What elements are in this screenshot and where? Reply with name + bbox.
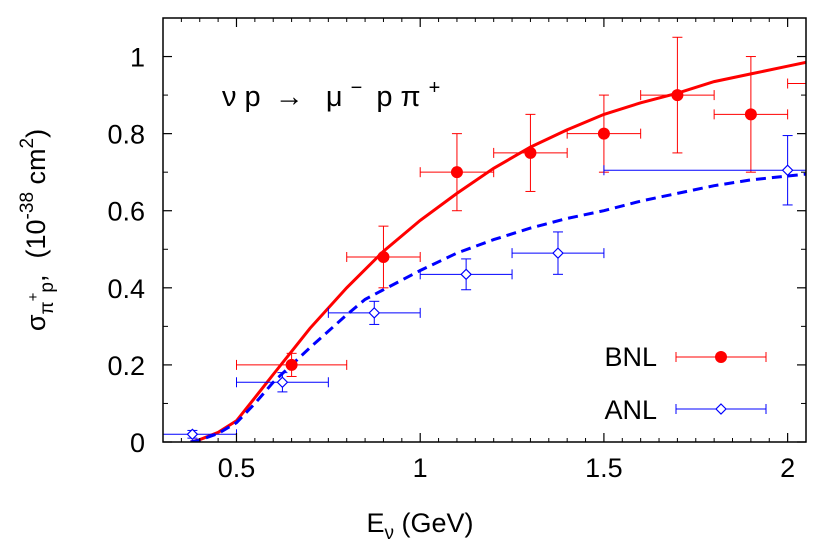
reaction-minus-sup: − <box>351 77 363 99</box>
x-axis-label: Eν (GeV) <box>366 508 473 544</box>
y-axis-label: σπ+p, (10-38 cm2) <box>17 129 58 331</box>
y-axis-label-sub-pi: π <box>37 301 58 314</box>
anl-data-point <box>781 164 794 177</box>
legend-anl-marker <box>715 403 727 415</box>
bnl-data-point <box>285 358 298 371</box>
x-axis-label-base: E <box>366 508 384 538</box>
y-tick-label: 0.2 <box>107 351 145 381</box>
dashed-theory-curve <box>190 172 806 442</box>
y-tick-labels: 0 0.2 0.4 0.6 0.8 1 <box>107 43 145 458</box>
y-axis-label-exp2: 2 <box>17 138 38 149</box>
legend: BNL ANL <box>604 342 767 425</box>
legend-label-bnl: BNL <box>604 342 657 372</box>
legend-label-anl: ANL <box>604 395 657 425</box>
bnl-data-point <box>744 108 757 121</box>
bnl-data-point <box>818 78 830 90</box>
bnl-data-point <box>377 250 390 263</box>
x-tick-labels: 0.5 1 1.5 2 <box>218 453 795 483</box>
y-axis-label-sub-p: p <box>37 282 58 293</box>
reaction-annotation: ν p → μ − p π + <box>222 69 440 113</box>
anl-data-point <box>276 376 289 389</box>
plot-frame <box>162 17 807 443</box>
y-tick-label: 0.4 <box>107 274 145 304</box>
y-tick-label: 0.8 <box>107 120 145 150</box>
anl-data-point <box>552 247 564 259</box>
y-axis-label-sigma: σ <box>21 314 51 331</box>
y-tick-label: 0 <box>130 428 145 458</box>
y-tick-label: 0.6 <box>107 197 145 227</box>
x-axis-label-rest: (GeV) <box>394 508 474 538</box>
y-axis-label-unit-close: ) <box>21 129 51 138</box>
legend-bnl-marker <box>715 351 727 363</box>
y-tick-label: 1 <box>130 43 145 73</box>
y-axis-label-unit-mid: cm <box>21 148 51 192</box>
anl-data-point <box>460 268 472 281</box>
y-axis-label-sup-plus: + <box>25 292 42 301</box>
reaction-nu-p: ν p <box>222 81 261 113</box>
axis-ticks <box>163 17 806 443</box>
anl-data-point <box>186 428 199 441</box>
y-axis-label-comma: , <box>21 274 51 282</box>
reaction-p-pi: p π <box>376 81 420 113</box>
y-axis-label-exp: -38 <box>17 192 38 219</box>
reaction-mu: μ <box>326 81 343 113</box>
x-tick-label: 0.5 <box>218 453 256 483</box>
x-tick-label: 1 <box>413 453 428 483</box>
reaction-arrow: → <box>275 81 304 113</box>
bnl-data-point <box>597 127 610 140</box>
reaction-plus-sup: + <box>429 77 441 99</box>
data-markers <box>186 78 830 441</box>
bnl-data-point <box>524 146 537 159</box>
bnl-data-point <box>671 89 684 102</box>
x-tick-label: 1.5 <box>585 453 623 483</box>
x-axis-label-sub: ν <box>385 523 395 544</box>
x-tick-label: 2 <box>780 453 795 483</box>
y-axis-label-unit-open: (10 <box>21 219 51 258</box>
bnl-data-point <box>450 166 463 179</box>
solid-theory-curve <box>190 60 806 442</box>
anl-data-point <box>368 307 381 319</box>
